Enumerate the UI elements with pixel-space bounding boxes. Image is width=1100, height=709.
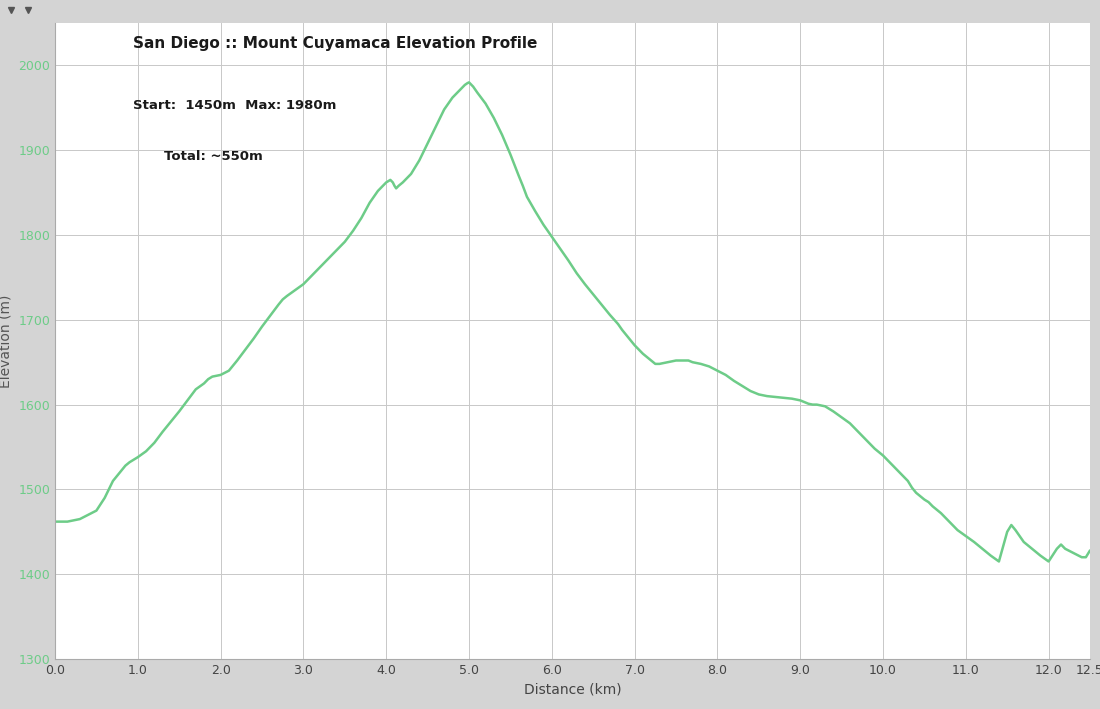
Y-axis label: Elevation (m): Elevation (m) [0,294,13,388]
Text: San Diego :: Mount Cuyamaca Elevation Profile: San Diego :: Mount Cuyamaca Elevation Pr… [133,35,537,51]
X-axis label: Distance (km): Distance (km) [524,683,622,696]
Text: Start:  1450m  Max: 1980m: Start: 1450m Max: 1980m [133,99,336,112]
Text: Total: ~550m: Total: ~550m [164,150,263,163]
